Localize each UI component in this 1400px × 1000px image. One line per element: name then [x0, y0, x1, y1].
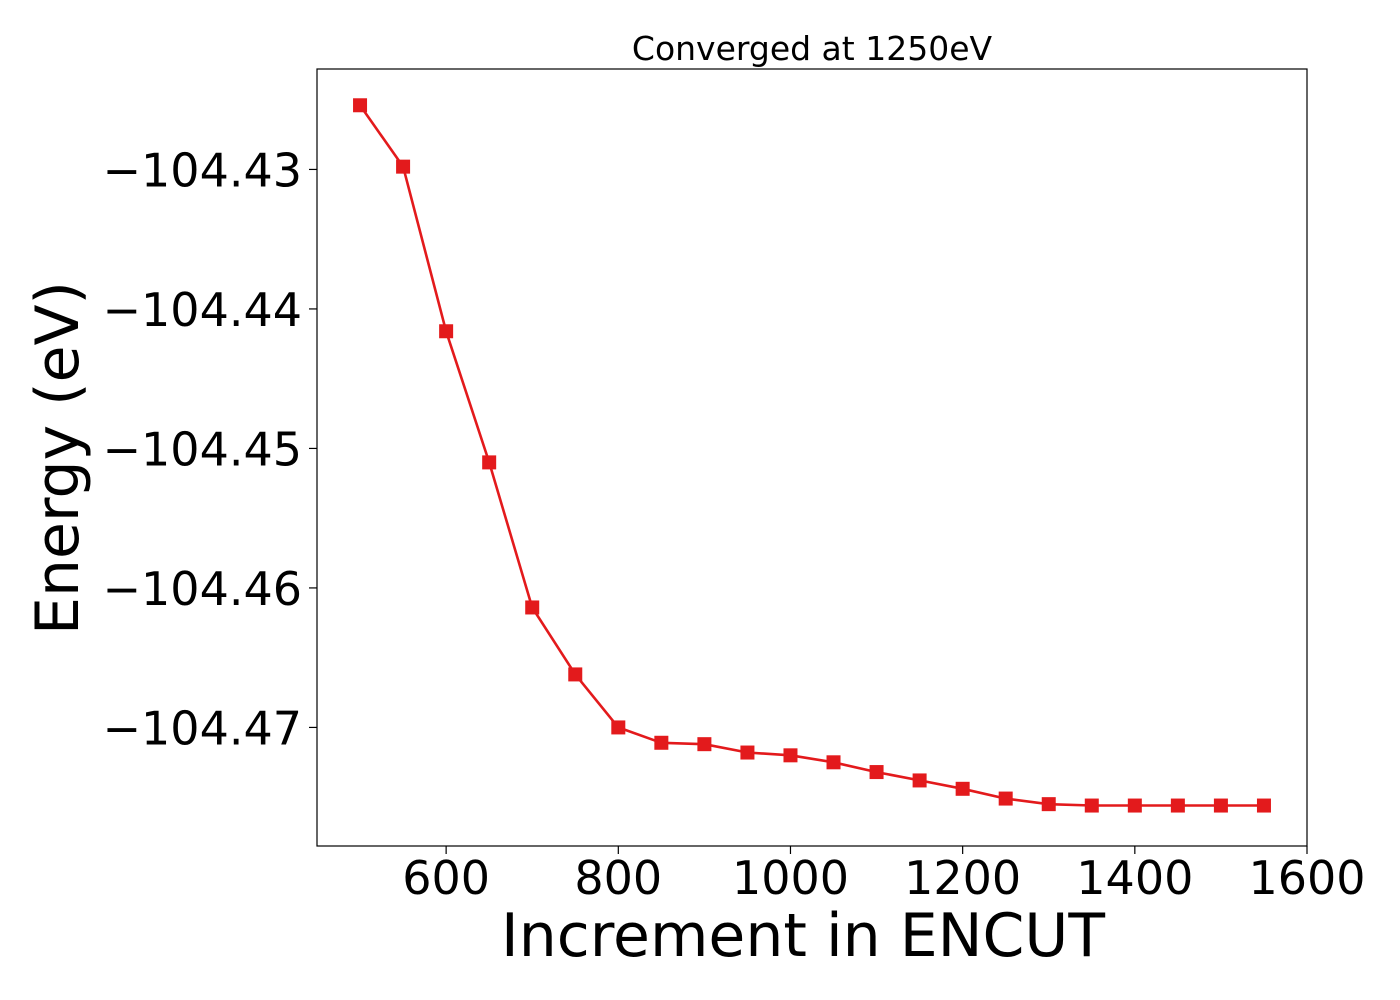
x-tick-label: 1200 [904, 851, 1021, 905]
data-point-marker [740, 745, 755, 760]
x-axis-ticks: 600 800 1000 1200 1400 1600 [402, 846, 1366, 905]
data-point-marker [869, 765, 884, 780]
data-point-marker [1213, 798, 1228, 813]
data-point-marker [912, 773, 927, 788]
data-point-marker [697, 737, 712, 752]
x-tick-label: 1400 [1076, 851, 1193, 905]
y-axis-label: Energy (eV) [23, 281, 93, 635]
data-point-marker [568, 667, 583, 682]
x-tick-label: 1000 [732, 851, 849, 905]
x-tick-label: 1600 [1248, 851, 1365, 905]
y-tick-label: −104.46 [103, 562, 303, 616]
data-point-marker [611, 720, 626, 735]
x-tick-label: 600 [402, 851, 490, 905]
y-tick-label: −104.45 [103, 422, 303, 476]
data-point-marker [998, 791, 1013, 806]
chart-title: Converged at 1250eV [632, 29, 993, 68]
y-tick-label: −104.43 [103, 143, 303, 197]
data-point-marker [826, 755, 841, 770]
x-tick-label: 800 [574, 851, 662, 905]
data-point-marker [955, 781, 970, 796]
y-tick-label: −104.44 [103, 283, 303, 337]
data-point-marker [1170, 798, 1185, 813]
series-layer [353, 98, 1271, 813]
data-point-marker [1127, 798, 1142, 813]
data-point-marker [1041, 797, 1056, 812]
x-axis-label: Increment in ENCUT [501, 901, 1105, 971]
series-line [358, 104, 1264, 807]
y-axis-ticks: −104.43 −104.44 −104.45 −104.46 −104.47 [103, 143, 317, 755]
plot-area-frame [316, 68, 1308, 847]
data-point-marker [439, 324, 454, 339]
data-point-marker [525, 600, 540, 615]
data-point-marker [1256, 798, 1271, 813]
data-point-marker [396, 159, 411, 174]
data-point-marker [654, 735, 669, 750]
data-point-marker [482, 455, 497, 470]
data-point-marker [783, 748, 798, 763]
y-tick-label: −104.47 [103, 701, 303, 755]
data-point-marker [353, 98, 368, 113]
data-point-marker [1084, 798, 1099, 813]
